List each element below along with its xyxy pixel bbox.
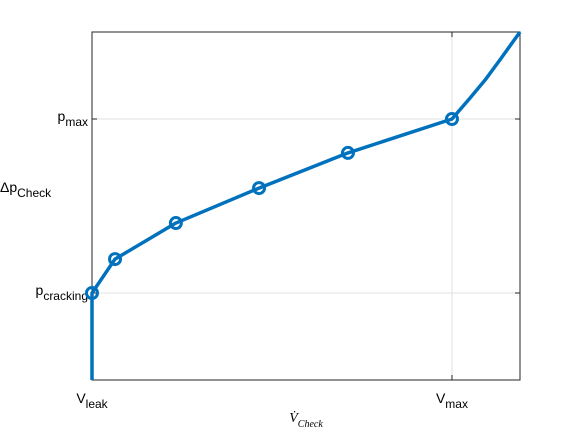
x-tick-label: Vmax: [436, 390, 468, 411]
y-tick-label: pmax: [58, 108, 88, 129]
line: [90, 30, 522, 380]
y-tick-label: pcracking: [36, 282, 88, 303]
y-axis-label: ΔpCheck: [0, 179, 52, 200]
marker: [444, 112, 459, 126]
marker: [168, 216, 183, 231]
x-axis-label: V̇Check: [289, 410, 323, 430]
marker: [85, 286, 99, 300]
axes-box: [91, 31, 521, 381]
marker: [108, 252, 123, 267]
marker: [252, 181, 267, 196]
x-tick-label: Vleak: [76, 390, 108, 411]
marker: [340, 145, 355, 160]
